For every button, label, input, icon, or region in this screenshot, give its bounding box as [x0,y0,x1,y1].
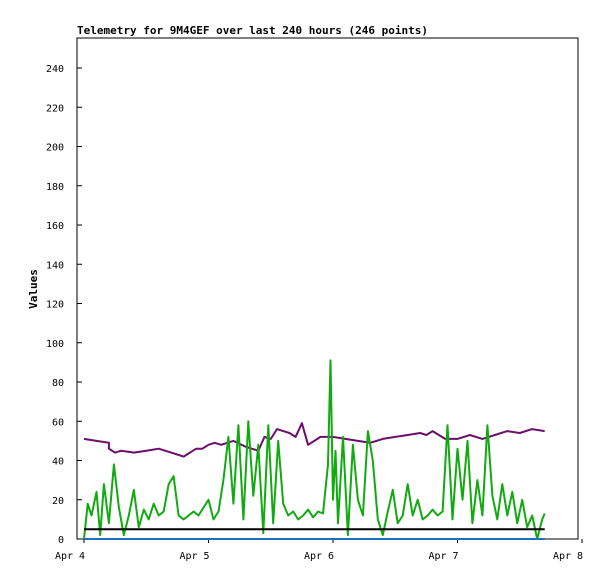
y-tick-label: 120 [46,300,64,311]
y-axis: 0 20 40 60 80 100 120 140 160 180 200 220 240 [46,64,82,546]
y-tick-label: 100 [46,339,64,350]
x-tick-label: Apr 7 [428,551,458,562]
series-group [83,359,546,540]
y-axis-label: Values [27,269,40,309]
series-line-1 [83,422,545,458]
y-tick-label: 200 [46,143,64,154]
chart-title: Telemetry for 9M4GEF over last 240 hours… [77,24,428,37]
y-tick-label: 60 [52,417,64,428]
y-tick-label: 0 [58,535,64,546]
y-tick-label: 40 [52,457,64,468]
y-tick-label: 80 [52,378,64,389]
x-tick-label: Apr 6 [304,551,334,562]
y-tick-label: 20 [52,496,64,507]
x-axis: Apr 4 Apr 5 Apr 6 Apr 7 Apr 8 [55,539,583,562]
x-tick-label: Apr 8 [553,551,583,562]
x-tick-label: Apr 4 [55,551,85,562]
x-tick-label: Apr 5 [179,551,209,562]
y-tick-label: 160 [46,221,64,232]
y-tick-label: 240 [46,64,64,75]
y-tick-label: 220 [46,103,64,114]
y-tick-label: 180 [46,182,64,193]
series-line-2 [83,359,546,540]
y-tick-label: 140 [46,260,64,271]
